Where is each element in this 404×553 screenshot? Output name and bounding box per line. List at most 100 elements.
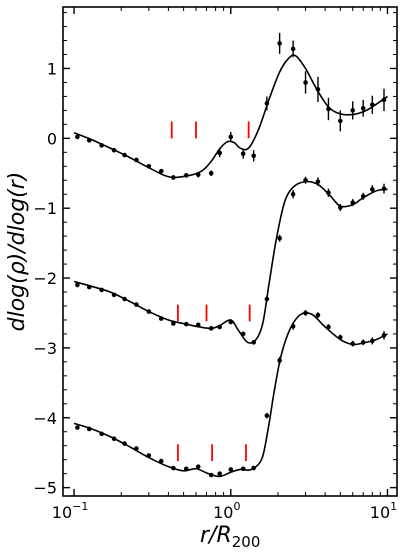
- series-1-data-point: [303, 80, 308, 85]
- x-axis-title-subscript: 200: [232, 533, 261, 551]
- series-2-data-point: [228, 319, 234, 325]
- series-2-data-point: [251, 340, 256, 345]
- y-tick-label: 0: [47, 129, 57, 148]
- plot-frame: [62, 6, 398, 497]
- series-1-data-point: [251, 153, 256, 159]
- x-tick-label-exponent: 1: [390, 500, 397, 513]
- series-2: [73, 176, 388, 345]
- series-3-fit-line: [73, 311, 388, 478]
- x-axis-title-main: r/R: [200, 523, 232, 548]
- series-3-data-point: [183, 466, 189, 472]
- series-1-data-point: [86, 138, 92, 143]
- series-1-data-point: [264, 101, 270, 106]
- series-2-data-point: [171, 321, 176, 326]
- series-3-data-point: [208, 472, 214, 478]
- series-2-data-point: [134, 302, 139, 307]
- series-3-data-point: [315, 312, 321, 318]
- series-3-data-point: [350, 341, 356, 347]
- series-2-data-point: [360, 194, 366, 199]
- series-2-data-point: [99, 287, 104, 293]
- series-2-data-point: [208, 326, 214, 331]
- series-1-data-point: [183, 173, 189, 178]
- series-2-data-point: [277, 235, 282, 241]
- series-2-data-point: [183, 321, 189, 327]
- series-2-data-point: [290, 191, 296, 197]
- series-3-data-point: [303, 310, 308, 316]
- series-3-data-point: [99, 431, 104, 437]
- series-3-data-point: [360, 340, 366, 345]
- series-1-fit-line: [73, 54, 388, 179]
- series-1-data-point: [208, 170, 214, 176]
- series-1-data-point: [360, 105, 366, 111]
- series-2-data-point: [350, 200, 356, 205]
- series-2-data-point: [326, 190, 331, 196]
- tick-labels: 10−1−2−3−4−510−1 100 101: [33, 59, 397, 522]
- x-tick-label: 101: [370, 500, 397, 522]
- series-2-data-point: [240, 331, 246, 337]
- series-2-data-point: [122, 296, 127, 302]
- series-3-data-point: [111, 436, 117, 442]
- series-1-data-point: [277, 41, 282, 46]
- series-2-data-point: [111, 292, 117, 298]
- series-1-data-point: [350, 108, 356, 113]
- series-1-data-point: [122, 152, 127, 158]
- series-3-data-point: [122, 441, 127, 446]
- series-3-data-point: [277, 358, 282, 363]
- plot-content: [73, 32, 388, 478]
- y-tick-label: −5: [33, 479, 57, 498]
- x-tick-label-base: 10: [213, 503, 233, 522]
- y-axis-title: dlog(ρ)/dlog(r): [5, 172, 30, 332]
- series-2-data-point: [315, 179, 321, 184]
- series-3-data-point: [228, 467, 234, 472]
- series-3-data-point: [240, 466, 246, 472]
- series-1-data-point: [326, 106, 331, 112]
- y-tick-label: −4: [33, 409, 57, 428]
- series-1-data-point: [217, 150, 223, 156]
- x-tick-label-exponent: 0: [233, 500, 240, 513]
- series-2-data-point: [217, 324, 223, 330]
- series-1-data-point: [146, 163, 152, 169]
- y-tick-label: −2: [33, 269, 57, 288]
- series-1-data-point: [99, 143, 104, 148]
- x-tick-label: 100: [213, 500, 240, 522]
- series-3-data-point: [146, 453, 152, 458]
- series-2-data-point: [146, 309, 152, 314]
- series-3-data-point: [290, 323, 296, 329]
- x-axis-title: r/R200: [200, 523, 260, 551]
- series-2-data-point: [303, 177, 308, 183]
- series-3-data-point: [75, 425, 80, 430]
- series-1-data-point: [290, 46, 296, 52]
- series-2-data-point: [86, 284, 92, 290]
- y-tick-label: −1: [33, 199, 57, 218]
- series-3-data-point: [134, 446, 139, 451]
- series-1-data-point: [370, 102, 375, 108]
- series-3-data-point: [251, 465, 256, 471]
- series-2-data-point: [75, 282, 80, 288]
- x-tick-label-base: 10: [52, 503, 72, 522]
- series-1-data-point: [338, 118, 343, 124]
- series-2-data-point: [370, 187, 375, 192]
- x-tick-label-base: 10: [370, 503, 390, 522]
- x-tick-label-exponent: −1: [72, 500, 88, 513]
- y-tick-label: −3: [33, 339, 57, 358]
- series-2-fit-line: [73, 180, 388, 344]
- series-3-data-point: [381, 333, 387, 338]
- series-2-data-point: [158, 316, 164, 321]
- series-1-data-point: [240, 151, 246, 156]
- series-3: [73, 310, 388, 478]
- series-2-data-point: [338, 205, 343, 210]
- x-tick-label: 10−1: [52, 500, 89, 522]
- series-3-data-point: [158, 458, 164, 464]
- series-2-data-point: [195, 322, 201, 328]
- series-2-data-point: [264, 296, 270, 302]
- series-3-data-point: [326, 324, 331, 330]
- series-2-data-point: [381, 186, 387, 191]
- series-3-data-point: [370, 338, 375, 344]
- y-tick-label: 1: [47, 59, 57, 78]
- series-3-data-point: [195, 464, 201, 469]
- series-1-data-point: [75, 134, 80, 140]
- series-3-data-point: [264, 413, 270, 418]
- series-3-data-point: [86, 426, 92, 432]
- axis-ticks: [63, 7, 397, 496]
